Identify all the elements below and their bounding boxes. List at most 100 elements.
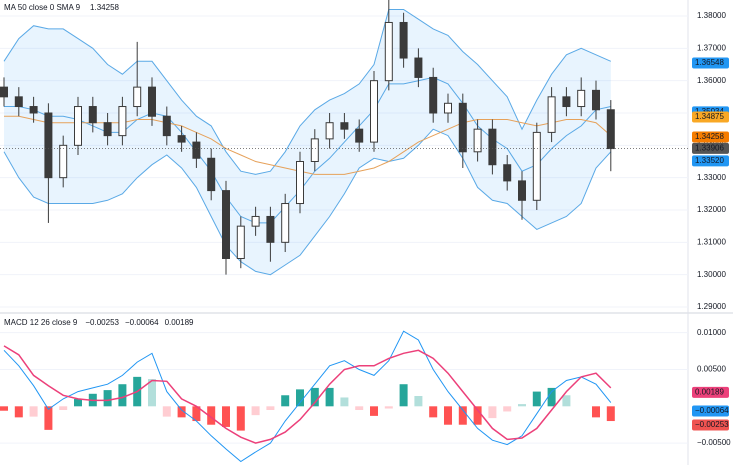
histogram-bar [207, 406, 216, 425]
price-marker-label: −0.00253 [695, 420, 729, 429]
histogram-bar [192, 406, 201, 422]
candle-body [0, 86, 8, 98]
candle-body [503, 164, 512, 182]
y-tick-label: 1.37000 [697, 43, 726, 52]
band-upper [3, 9, 612, 175]
y-tick-label: 0.01000 [697, 328, 726, 337]
candle-body [29, 106, 38, 114]
histogram-bar [592, 406, 600, 418]
candle-body [296, 160, 304, 205]
histogram-bar [340, 397, 349, 407]
candle-body [340, 122, 349, 130]
candle-body [207, 157, 216, 192]
candle-body [192, 141, 201, 159]
candle-body [281, 203, 290, 243]
histogram-bar [236, 406, 245, 431]
histogram-bar [118, 384, 127, 407]
candle-body [325, 122, 334, 140]
histogram-bar [444, 406, 452, 425]
price-marker [692, 419, 729, 431]
candle-body [14, 96, 23, 108]
histogram-bar [606, 406, 615, 422]
price-marker [692, 142, 729, 154]
candle-body [177, 135, 186, 143]
histogram-bar [414, 396, 423, 407]
histogram-bar [0, 406, 8, 411]
candle-body [399, 21, 408, 59]
macd-line [3, 330, 612, 463]
legend-value: 0.00189 [165, 318, 194, 327]
y-tick-label: 1.29000 [697, 302, 726, 311]
candle-body [148, 86, 156, 117]
candle-body [59, 144, 68, 179]
candle-body [518, 180, 526, 201]
candle-body [310, 138, 319, 162]
candle-body [429, 76, 438, 114]
candle-body [266, 215, 275, 243]
histogram-bar [251, 406, 260, 416]
candle-body [488, 128, 497, 166]
candle-body [547, 96, 556, 133]
y-tick-label: 1.36000 [697, 76, 726, 85]
legend-title: MA 50 close 0 SMA 9 [4, 3, 81, 12]
price-marker-label: −0.00064 [695, 406, 729, 415]
signal-line [3, 345, 612, 444]
price-marker-label: 1.35034 [695, 107, 724, 116]
histogram-bar [503, 406, 512, 412]
candle-body [355, 128, 364, 143]
histogram-bar [518, 404, 526, 407]
histogram-bar [148, 379, 156, 407]
histogram-bar [370, 406, 378, 416]
price-marker [692, 155, 729, 167]
y-tick-label: 1.38000 [697, 11, 726, 20]
candle-body [592, 89, 600, 111]
candle-body [562, 96, 571, 108]
candle-body [370, 80, 378, 143]
histogram-bar [74, 398, 82, 407]
histogram-bar [562, 395, 571, 407]
histogram-bar [547, 387, 556, 407]
histogram-bar [14, 406, 23, 418]
price-marker [692, 405, 729, 417]
candle-body [577, 89, 586, 108]
legend-value: −0.00253 [85, 318, 119, 327]
candle-body [384, 21, 393, 82]
legend-value: 1.34258 [90, 3, 119, 12]
histogram-bar [310, 387, 319, 407]
histogram-bar [177, 406, 186, 418]
candle-body [133, 86, 142, 108]
histogram-bar [222, 406, 230, 427]
histogram-bar [355, 406, 364, 410]
price-marker [692, 57, 729, 69]
candle-body [74, 106, 82, 146]
candle-body [103, 122, 112, 137]
histogram-bar [44, 406, 53, 430]
candle-body [44, 112, 53, 179]
price-marker-label: 1.34258 [695, 132, 724, 141]
price-marker-label: 1.36548 [695, 58, 724, 67]
price-marker [692, 131, 729, 143]
histogram-bar [29, 406, 38, 417]
candle-body [251, 215, 260, 227]
candle-body [532, 131, 541, 201]
y-tick-label: 1.33000 [697, 173, 726, 182]
candle-body [222, 190, 230, 259]
legend-value: −0.00064 [125, 318, 159, 327]
histogram-bar [162, 406, 171, 417]
y-tick-label: 1.30000 [697, 270, 726, 279]
histogram-bar [473, 406, 482, 425]
candle-body [414, 57, 423, 78]
histogram-bar [458, 406, 467, 425]
price-marker-label: 1.33520 [695, 156, 724, 165]
price-marker-label: 1.34875 [695, 112, 724, 121]
candle-body [458, 102, 467, 153]
price-marker-label: 0.00189 [695, 388, 724, 397]
candle-body [88, 106, 97, 124]
histogram-bar [266, 406, 275, 410]
candle-body [236, 225, 245, 259]
histogram-bar [399, 384, 408, 407]
histogram-bar [384, 406, 393, 409]
histogram-bar [532, 391, 541, 407]
candle-body [118, 106, 127, 137]
